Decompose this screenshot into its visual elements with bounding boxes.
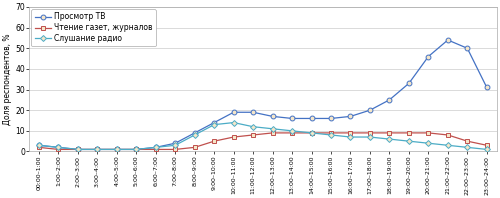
Слушание радио — [230, 121, 236, 124]
Чтение газет, журналов — [75, 148, 81, 151]
Чтение газет, журналов — [134, 148, 140, 151]
Чтение газет, журналов — [192, 146, 198, 148]
Чтение газет, журналов — [367, 132, 373, 134]
Чтение газет, журналов — [406, 132, 412, 134]
Просмотр ТВ — [56, 146, 62, 148]
Чтение газет, журналов — [36, 146, 42, 148]
Слушание радио — [56, 146, 62, 148]
Слушание радио — [192, 134, 198, 136]
Просмотр ТВ — [270, 115, 276, 118]
Просмотр ТВ — [348, 115, 354, 118]
Просмотр ТВ — [484, 86, 490, 89]
Слушание радио — [406, 140, 412, 142]
Просмотр ТВ — [406, 82, 412, 85]
Слушание радио — [211, 124, 217, 126]
Просмотр ТВ — [211, 121, 217, 124]
Слушание радио — [348, 136, 354, 138]
Чтение газет, журналов — [348, 132, 354, 134]
Чтение газет, журналов — [270, 132, 276, 134]
Слушание радио — [94, 148, 100, 151]
Чтение газет, журналов — [289, 132, 295, 134]
Слушание радио — [36, 144, 42, 147]
Слушание радио — [367, 136, 373, 138]
Чтение газет, журналов — [172, 148, 178, 151]
Просмотр ТВ — [464, 47, 470, 50]
Просмотр ТВ — [386, 99, 392, 101]
Чтение газет, журналов — [56, 148, 62, 151]
Просмотр ТВ — [426, 55, 432, 58]
Чтение газет, журналов — [328, 132, 334, 134]
Слушание радио — [484, 148, 490, 151]
Слушание радио — [270, 128, 276, 130]
Просмотр ТВ — [308, 117, 314, 120]
Чтение газет, журналов — [114, 148, 120, 151]
Просмотр ТВ — [114, 148, 120, 151]
Слушание радио — [328, 134, 334, 136]
Слушание радио — [152, 146, 158, 148]
Чтение газет, журналов — [250, 134, 256, 136]
Line: Слушание радио: Слушание радио — [37, 121, 489, 151]
Чтение газет, журналов — [211, 140, 217, 142]
Слушание радио — [464, 146, 470, 148]
Просмотр ТВ — [192, 132, 198, 134]
Чтение газет, журналов — [445, 134, 451, 136]
Чтение газет, журналов — [386, 132, 392, 134]
Просмотр ТВ — [289, 117, 295, 120]
Line: Чтение газет, журналов: Чтение газет, журналов — [37, 131, 489, 151]
Просмотр ТВ — [367, 109, 373, 111]
Чтение газет, журналов — [484, 144, 490, 147]
Y-axis label: Доля респондентов, %: Доля респондентов, % — [4, 33, 13, 125]
Чтение газет, журналов — [426, 132, 432, 134]
Чтение газет, журналов — [152, 148, 158, 151]
Чтение газет, журналов — [464, 140, 470, 142]
Слушание радио — [426, 142, 432, 144]
Просмотр ТВ — [75, 148, 81, 151]
Слушание радио — [172, 144, 178, 147]
Просмотр ТВ — [250, 111, 256, 113]
Слушание радио — [386, 138, 392, 140]
Просмотр ТВ — [134, 148, 140, 151]
Просмотр ТВ — [445, 39, 451, 41]
Просмотр ТВ — [230, 111, 236, 113]
Слушание радио — [250, 126, 256, 128]
Чтение газет, журналов — [230, 136, 236, 138]
Чтение газет, журналов — [308, 132, 314, 134]
Просмотр ТВ — [328, 117, 334, 120]
Слушание радио — [75, 148, 81, 151]
Слушание радио — [289, 130, 295, 132]
Слушание радио — [445, 144, 451, 147]
Слушание радио — [134, 148, 140, 151]
Line: Просмотр ТВ: Просмотр ТВ — [36, 38, 489, 152]
Просмотр ТВ — [172, 142, 178, 144]
Legend: Просмотр ТВ, Чтение газет, журналов, Слушание радио: Просмотр ТВ, Чтение газет, журналов, Слу… — [32, 9, 156, 46]
Просмотр ТВ — [36, 144, 42, 147]
Слушание радио — [308, 132, 314, 134]
Просмотр ТВ — [152, 146, 158, 148]
Просмотр ТВ — [94, 148, 100, 151]
Чтение газет, журналов — [94, 148, 100, 151]
Слушание радио — [114, 148, 120, 151]
